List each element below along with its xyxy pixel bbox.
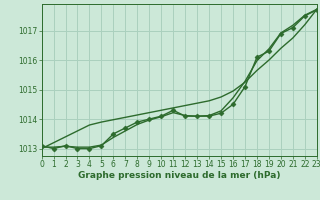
X-axis label: Graphe pression niveau de la mer (hPa): Graphe pression niveau de la mer (hPa) [78,171,280,180]
